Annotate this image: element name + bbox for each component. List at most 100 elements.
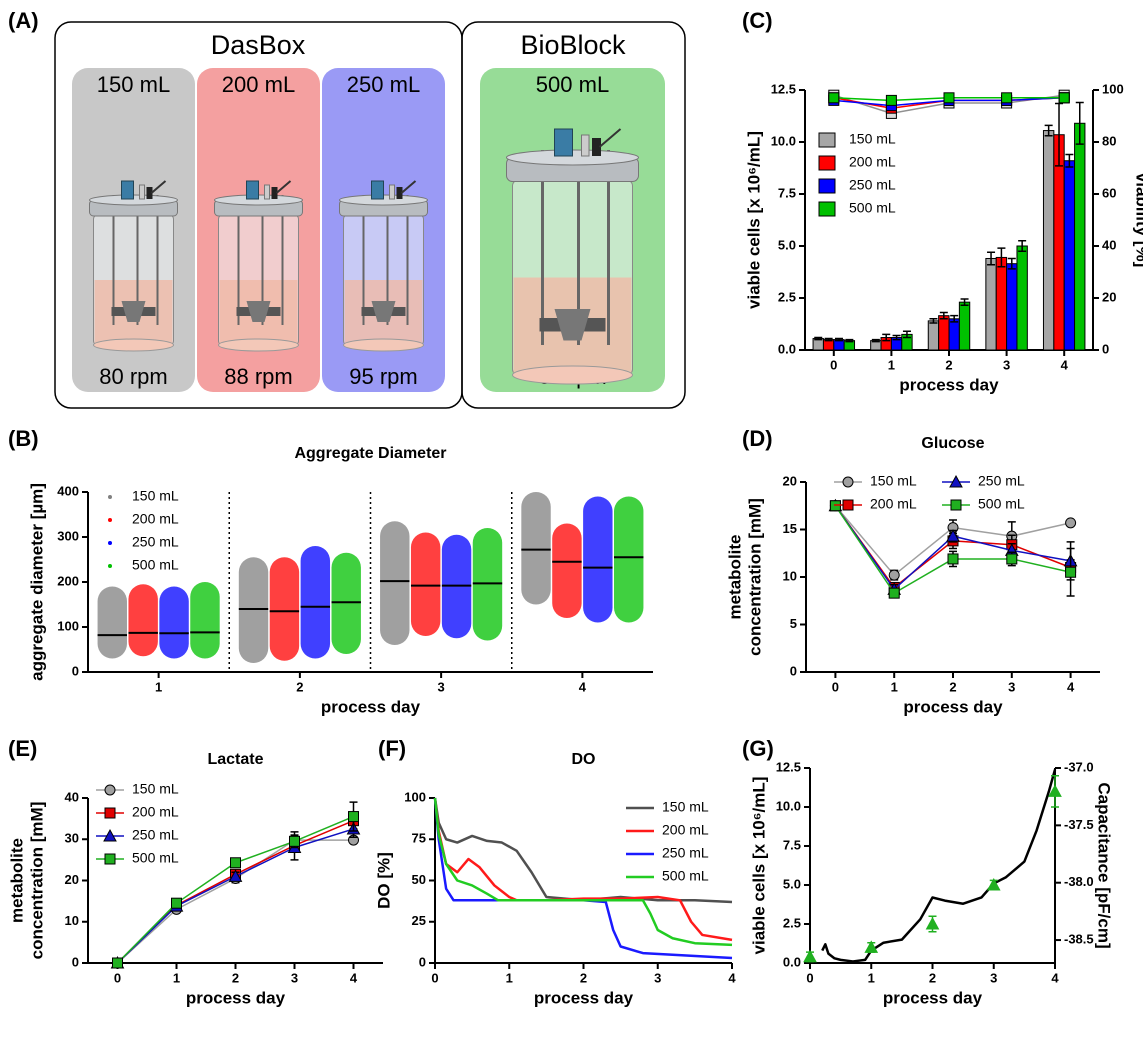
vessel-bottom	[343, 338, 424, 352]
bar	[1016, 245, 1028, 351]
y-axis-label: DO [%]	[374, 852, 393, 909]
y-tick-label: -37.5	[1064, 817, 1094, 832]
bar	[1042, 130, 1055, 351]
error-bar	[834, 337, 843, 342]
marker	[986, 877, 1001, 891]
y-axis-label: metabolite	[725, 534, 744, 619]
x-axis-label: process day	[883, 988, 983, 1007]
x-tick-label: 3	[990, 970, 997, 985]
x-tick-label: 4	[1051, 970, 1059, 985]
x-tick-label: 3	[1008, 679, 1015, 694]
chart-title: Lactate	[207, 751, 263, 768]
aggregate-spread	[583, 496, 613, 623]
bar	[1063, 160, 1076, 351]
x-tick-label: 1	[868, 970, 875, 985]
error-bar	[871, 338, 880, 343]
y-tick-label: 10.0	[776, 798, 801, 813]
impeller-blade	[371, 301, 396, 322]
error-bar	[1065, 153, 1074, 168]
error-bar	[824, 337, 833, 342]
panel-label: (A)	[8, 8, 39, 33]
error-bar	[882, 333, 891, 342]
aggregate-spread	[269, 557, 300, 661]
error-bar	[929, 318, 938, 324]
aggregate-spread	[410, 532, 441, 636]
aggregate-spread	[521, 492, 551, 605]
y-tick-label: 200	[57, 573, 79, 588]
marker	[230, 857, 241, 869]
legend-label: 150 mL	[662, 799, 709, 815]
chart-title: Glucose	[921, 435, 984, 452]
error-bar	[1044, 124, 1053, 137]
x-tick-label: 2	[580, 970, 587, 985]
port	[581, 134, 590, 157]
marker	[289, 835, 300, 847]
y-tick-label: -37.0	[1064, 759, 1094, 774]
vessel-bottom	[512, 365, 633, 385]
y-axis-label: metabolite	[7, 838, 26, 923]
bar	[1074, 122, 1086, 351]
bar	[1053, 134, 1065, 351]
legend-swatch	[818, 201, 836, 217]
series-line	[821, 769, 1057, 963]
vessel-volume: 200 mL	[222, 72, 295, 97]
y-tick-label: 5	[790, 616, 797, 631]
y-tick-label: -38.5	[1064, 931, 1094, 946]
marker	[828, 92, 840, 104]
error-bar	[997, 247, 1006, 268]
x-tick-label: 1	[155, 679, 162, 694]
port	[271, 187, 278, 199]
bar	[995, 256, 1008, 351]
y-tick-label: 15	[783, 521, 797, 536]
y-tick-label: 5.0	[778, 237, 796, 252]
y-tick-label: 75	[412, 831, 426, 846]
valve	[275, 180, 292, 194]
x-tick-label: 4	[579, 679, 587, 694]
marker	[803, 949, 817, 963]
marker	[925, 916, 940, 930]
series-line	[433, 797, 733, 904]
impeller-blade	[246, 301, 271, 322]
x-axis-label: process day	[903, 697, 1003, 716]
x-tick-label: 0	[806, 970, 813, 985]
legend-marker	[842, 499, 854, 511]
legend-label: 200 mL	[662, 822, 709, 838]
vessel-speed: 95 rpm	[349, 364, 417, 389]
legend-label: 200 mL	[132, 804, 179, 820]
legend-label: 200 mL	[132, 511, 179, 527]
impeller-blade	[554, 309, 591, 341]
vessel-speed: 88 rpm	[224, 364, 292, 389]
marker	[1006, 553, 1018, 565]
legend-label: 250 mL	[132, 534, 179, 550]
vessel-bottom	[218, 338, 299, 352]
marker	[1001, 92, 1013, 104]
legend-swatch	[108, 541, 112, 545]
legend-label: 500 mL	[978, 496, 1025, 512]
error-bar	[902, 330, 911, 339]
legend-swatch	[108, 518, 112, 522]
x-axis-label: process day	[899, 375, 999, 394]
motor	[246, 180, 259, 200]
legend-label: 500 mL	[132, 557, 179, 573]
error-bar	[1007, 257, 1016, 270]
x-tick-label: 3	[1003, 357, 1010, 372]
legend-marker	[949, 474, 963, 488]
x-tick-label: 1	[506, 970, 513, 985]
y-tick-label: 12.5	[776, 759, 801, 774]
x-tick-label: 2	[296, 679, 303, 694]
y-tick-label: 100	[404, 789, 426, 804]
x-tick-label: 2	[945, 357, 952, 372]
y2-axis-label: Capacitance [pF/cm]	[1095, 782, 1114, 948]
bar	[1006, 263, 1018, 351]
aggregate-spread	[331, 552, 361, 654]
y-tick-label: 20	[65, 872, 79, 887]
legend-marker	[104, 853, 116, 865]
y-tick-label: 60	[1102, 185, 1116, 200]
aggregate-spread	[300, 546, 331, 659]
error-bar	[1075, 101, 1084, 145]
y-axis-label: concentration [mM]	[745, 498, 764, 656]
x-tick-label: 3	[654, 970, 661, 985]
motor	[554, 128, 573, 157]
y-axis-label: aggregate diameter [µm]	[27, 483, 46, 681]
x-tick-label: 0	[832, 679, 839, 694]
